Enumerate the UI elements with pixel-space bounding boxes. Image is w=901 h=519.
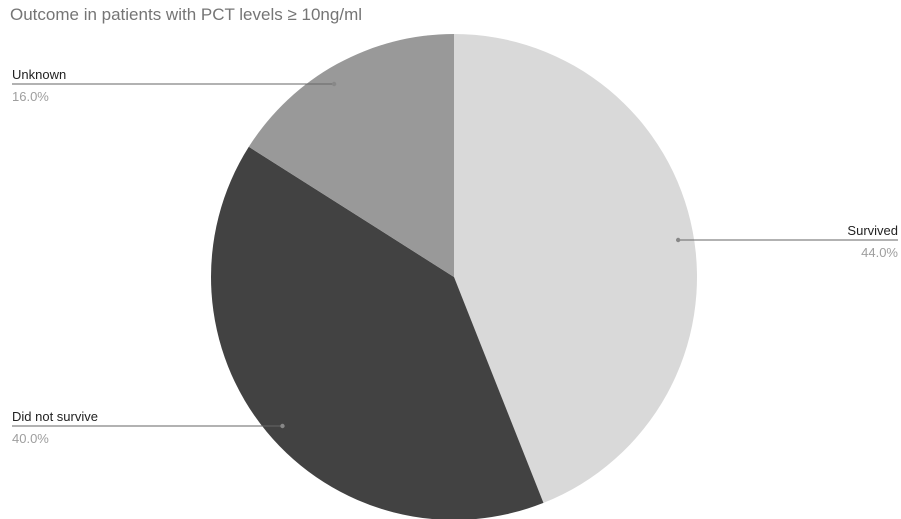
slice-percent-did-not-survive: 40.0% (12, 431, 49, 446)
slice-percent-unknown: 16.0% (12, 89, 49, 104)
pie-slice-unknown (248, 34, 454, 277)
pie-slice-survived (454, 34, 697, 503)
slice-label-unknown: Unknown (12, 67, 66, 82)
chart-title: Outcome in patients with PCT levels ≥ 10… (10, 5, 362, 24)
leader-dot-unknown (331, 81, 337, 87)
slice-label-did-not-survive: Did not survive (12, 409, 98, 424)
slice-percent-survived: 44.0% (861, 245, 898, 260)
pie-slice-did-not-survive (211, 146, 544, 519)
slice-labels: Survived 44.0% Did not survive 40.0% Unknown… (12, 67, 898, 446)
leader-dot-did-not-survive (280, 423, 285, 429)
slice-label-survived: Survived (847, 223, 898, 238)
pie-slices (211, 34, 697, 519)
leader-dot-survived (675, 237, 681, 243)
